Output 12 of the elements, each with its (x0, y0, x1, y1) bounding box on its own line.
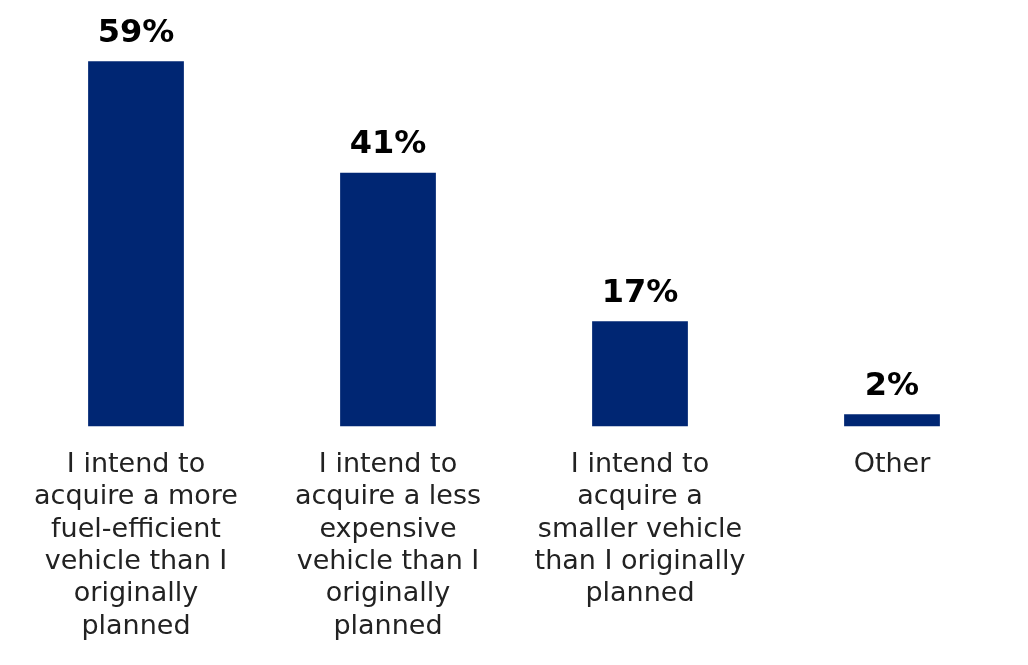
x-tick-label: I intend to acquire a more fuel-efficient vehicle than I originally planned (34, 446, 238, 640)
bar (88, 61, 184, 427)
x-tick-label: I intend to acquire a less expensive vehicle than I originally planned (294, 446, 482, 640)
data-label: 41% (349, 122, 427, 161)
x-tick-label: Other (853, 446, 932, 478)
x-tick-label: I intend to acquire a smaller vehicle than I originally planned (534, 446, 746, 608)
data-label: 2% (864, 364, 920, 403)
data-label: 17% (601, 271, 679, 310)
data-label: 59% (97, 11, 175, 50)
bar (592, 321, 688, 427)
bar (844, 414, 940, 427)
bar (340, 172, 436, 427)
